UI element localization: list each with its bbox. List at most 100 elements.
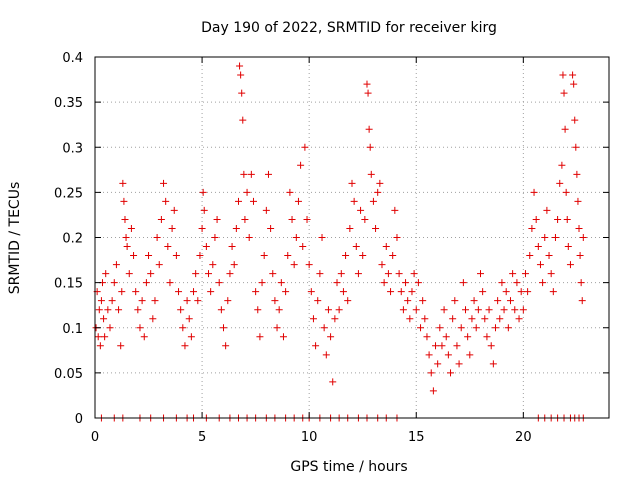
data-point (172, 252, 180, 260)
data-point (149, 315, 157, 323)
data-point (577, 279, 585, 287)
data-point (399, 306, 407, 314)
data-point (453, 342, 461, 350)
data-point (382, 243, 390, 251)
data-point (563, 215, 571, 223)
data-point (466, 351, 474, 359)
data-point (273, 324, 281, 332)
data-point (513, 279, 521, 287)
data-marks (92, 62, 587, 422)
data-point (202, 243, 210, 251)
data-point (551, 234, 559, 241)
data-point (168, 224, 176, 232)
chart-title: Day 190 of 2022, SRMTID for receiver kir… (201, 20, 497, 36)
data-point (504, 324, 512, 332)
data-point (364, 89, 372, 97)
data-point (423, 333, 431, 341)
y-axis-label: SRMTID / TECUs (7, 182, 23, 295)
data-point (509, 270, 517, 278)
data-point (179, 324, 187, 332)
data-point (303, 215, 311, 223)
data-point (190, 288, 198, 296)
axes: 0 0.05 0.1 0.15 0.2 0.25 0.3 0.35 0.4 0 5 10 15 20 (54, 51, 610, 445)
data-point (354, 270, 362, 278)
data-point (260, 252, 268, 260)
data-point (121, 215, 129, 223)
data-point (369, 197, 377, 205)
data-point (100, 315, 108, 323)
data-point (359, 252, 367, 260)
data-point (222, 342, 230, 350)
data-point (194, 297, 202, 305)
data-point (234, 197, 242, 205)
x-tick-label: 20 (515, 430, 532, 445)
data-point (421, 315, 429, 323)
data-point (528, 224, 536, 232)
data-point (532, 215, 540, 223)
data-point (331, 315, 339, 323)
data-point (256, 333, 264, 341)
data-point (442, 333, 450, 341)
data-point (145, 252, 153, 260)
x-tick-label: 15 (408, 430, 425, 445)
y-tick-label: 0.15 (54, 277, 83, 292)
y-tick-label: 0.2 (62, 232, 83, 247)
data-point (110, 279, 118, 287)
data-point (350, 197, 358, 205)
data-point (220, 324, 227, 332)
data-point (312, 342, 320, 350)
data-point (140, 333, 148, 341)
data-point (569, 71, 577, 79)
data-point (457, 324, 465, 332)
data-point (120, 197, 128, 205)
data-point (275, 306, 283, 314)
data-point (267, 224, 275, 232)
data-point (410, 270, 418, 278)
data-point (262, 206, 270, 214)
data-point (534, 243, 542, 251)
data-point (357, 206, 365, 214)
data-point (434, 360, 442, 368)
data-point (530, 188, 538, 196)
data-point (562, 188, 570, 196)
data-point (464, 333, 472, 341)
data-point (196, 252, 204, 260)
data-point (541, 234, 549, 241)
data-point (136, 324, 144, 332)
data-point (226, 270, 234, 278)
data-point (519, 306, 527, 314)
data-point (335, 306, 343, 314)
data-point (207, 288, 215, 296)
data-point (571, 116, 579, 124)
data-point (230, 261, 238, 269)
data-point (118, 288, 126, 296)
data-point (249, 197, 257, 205)
data-point (363, 80, 371, 88)
grid-layer (95, 57, 609, 418)
data-point (395, 270, 403, 278)
data-point (337, 270, 345, 278)
data-point (211, 234, 219, 241)
data-point (322, 351, 330, 359)
data-point (288, 215, 296, 223)
data-point (213, 215, 221, 223)
data-point (112, 261, 120, 269)
data-point (95, 306, 103, 314)
data-point (374, 188, 382, 196)
data-point (316, 270, 324, 278)
data-point (408, 288, 416, 296)
data-point (102, 270, 110, 278)
data-point (305, 261, 313, 269)
data-point (228, 243, 236, 251)
data-point (245, 234, 253, 241)
data-point (160, 179, 168, 187)
data-point (483, 333, 491, 341)
x-tick-label: 0 (91, 430, 99, 445)
data-point (339, 288, 347, 296)
x-tick-label: 5 (198, 430, 206, 445)
data-point (376, 179, 384, 187)
data-point (447, 369, 455, 377)
data-point (427, 369, 435, 377)
data-point (468, 315, 476, 323)
